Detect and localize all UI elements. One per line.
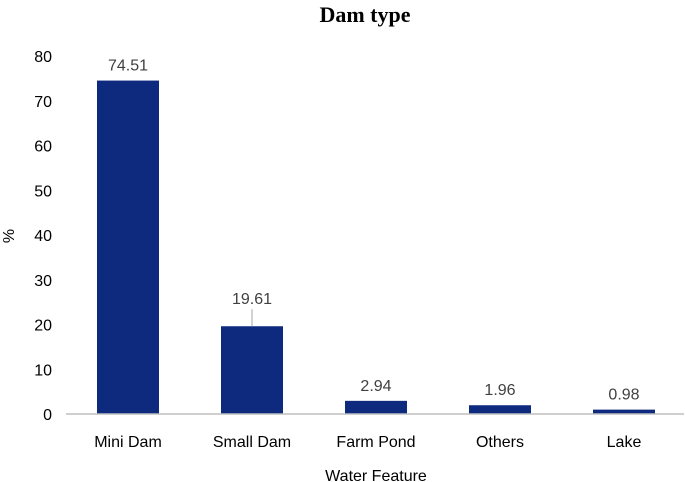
data-label: 2.94 — [360, 378, 391, 395]
y-axis-title: % — [1, 229, 18, 243]
y-tick-label: 70 — [34, 94, 52, 111]
data-label: 19.61 — [232, 291, 272, 308]
data-labels: 74.51 19.61 2.94 1.96 0.98 — [108, 58, 640, 404]
y-tick-label: 50 — [34, 183, 52, 200]
category-label: Mini Dam — [94, 434, 162, 451]
y-tick-label: 10 — [34, 362, 52, 379]
bar — [345, 400, 407, 414]
bar — [593, 409, 655, 414]
bars — [97, 80, 655, 414]
data-label: 0.98 — [608, 387, 639, 404]
bar — [97, 80, 159, 414]
chart-title: Dam type — [319, 2, 410, 27]
y-tick-label: 20 — [34, 318, 52, 335]
category-label: Small Dam — [213, 434, 291, 451]
category-label: Others — [476, 434, 524, 451]
bar — [221, 326, 283, 414]
y-tick-label: 0 — [43, 407, 52, 424]
category-labels: Mini Dam Small Dam Farm Pond Others Lake — [94, 434, 641, 451]
x-axis-title: Water Feature — [325, 468, 427, 482]
y-axis-ticks: 0 10 20 30 40 50 60 70 80 — [34, 49, 52, 424]
data-label: 74.51 — [108, 58, 148, 75]
y-tick-label: 60 — [34, 139, 52, 156]
category-label: Lake — [607, 434, 642, 451]
y-tick-label: 40 — [34, 228, 52, 245]
y-tick-label: 80 — [34, 49, 52, 66]
data-label: 1.96 — [484, 382, 515, 399]
bar — [469, 405, 531, 414]
y-tick-label: 30 — [34, 273, 52, 290]
category-label: Farm Pond — [336, 434, 415, 451]
